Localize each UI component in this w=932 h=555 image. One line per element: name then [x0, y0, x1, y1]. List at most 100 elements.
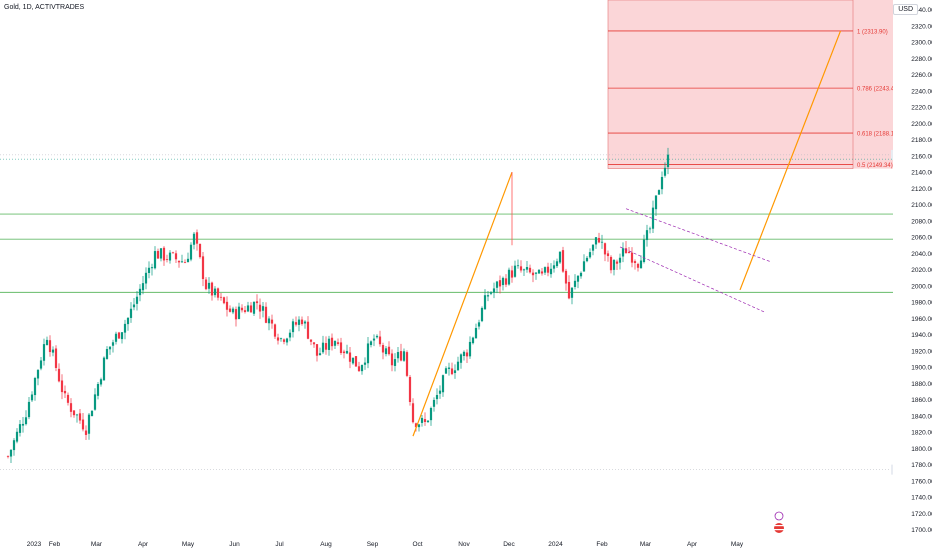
candle-body [318, 353, 322, 356]
y-tick-label: 1860.00 [911, 397, 932, 404]
candle-body [342, 351, 346, 354]
candle-body [27, 401, 31, 418]
candle-body [438, 390, 442, 394]
candle-body [546, 266, 550, 273]
horizontal-levels: High2161.302156.0509:26:012088.402057.47… [0, 149, 930, 475]
candle-body [375, 335, 379, 338]
candle-body [18, 424, 22, 433]
candle-body [426, 420, 430, 423]
time-axis: 2023 Feb Mar Apr May Jun Jul Aug Sep Oct Nov Dec 202… [0, 536, 893, 550]
candle-body [111, 342, 115, 346]
candle-body [165, 259, 169, 260]
candle-body [78, 413, 82, 421]
candle-body [348, 352, 352, 362]
candle-body [444, 368, 448, 374]
y-tick-label: 2200.00 [911, 121, 932, 128]
candle-body [504, 278, 508, 285]
candle-body [153, 251, 157, 269]
candle-body [309, 339, 313, 342]
y-tick-label: 2320.00 [911, 23, 932, 30]
candle-body [468, 341, 472, 357]
x-tick-label: 2024 [548, 541, 563, 548]
candle-body [54, 348, 58, 368]
candle-body [633, 261, 637, 264]
candle-body [57, 368, 61, 382]
y-tick-label: 2180.00 [911, 137, 932, 144]
candle-body [384, 348, 388, 355]
candle-body [666, 154, 670, 168]
candle-body [432, 399, 436, 407]
candle-body [663, 167, 667, 176]
x-tick-label: Feb [596, 541, 608, 548]
candle-body [69, 403, 73, 412]
candle-body [141, 283, 145, 291]
candle-body [372, 338, 376, 341]
candle-body [15, 431, 19, 442]
candle-body [357, 366, 361, 372]
candle-body [315, 344, 319, 356]
y-tick-label: 2120.00 [911, 186, 932, 193]
y-tick-label: 1840.00 [911, 413, 932, 420]
y-tick-label: 2000.00 [911, 283, 932, 290]
candle-body [393, 359, 397, 366]
candle-body [150, 267, 154, 269]
candle-body [609, 256, 613, 271]
fib-label: 0.618 (2188.18) [857, 132, 899, 138]
trend-line-up-1 [412, 171, 513, 437]
candle-body [12, 440, 16, 451]
candle-body [639, 260, 643, 269]
candle-body [75, 414, 79, 416]
candle-body [162, 247, 166, 261]
candle-body [570, 287, 574, 298]
candle-body [51, 349, 55, 353]
candle-body [285, 338, 289, 343]
x-tick-label: Oct [412, 541, 422, 548]
event-marker-icon[interactable] [774, 511, 784, 521]
candle-body [72, 410, 76, 416]
candle-body [246, 305, 250, 312]
candle-body [333, 340, 337, 346]
currency-button[interactable]: USD [893, 4, 918, 15]
trend-line-up-2 [739, 30, 842, 291]
candle-body [213, 288, 217, 296]
candle-body [636, 263, 640, 268]
candle-body [354, 356, 358, 367]
candle-body [123, 323, 127, 333]
x-tick-label: Jun [229, 541, 240, 548]
candle-body [450, 368, 454, 375]
candle-body [549, 268, 553, 275]
x-tick-label: May [182, 541, 195, 548]
y-tick-label: 1720.00 [911, 511, 932, 518]
candle-body [441, 375, 445, 393]
candle-body [477, 322, 481, 327]
candle-body [171, 252, 175, 254]
flag-stripe [774, 529, 784, 531]
y-tick-label: 1700.00 [911, 527, 932, 534]
y-tick-label: 1960.00 [911, 316, 932, 323]
candle-body [360, 364, 364, 372]
candle-body [396, 352, 400, 359]
x-tick-label: Mar [640, 541, 652, 548]
candle-body [168, 252, 172, 261]
candle-body [513, 265, 517, 277]
y-tick-label: 2020.00 [911, 267, 932, 274]
x-tick-label: Dec [503, 541, 515, 548]
candle-body [534, 272, 538, 274]
candle-body [39, 360, 43, 369]
candle-body [552, 265, 556, 269]
candle-body [489, 292, 493, 294]
event-markers [774, 511, 784, 533]
candle-body [174, 253, 178, 260]
flag-usa-icon[interactable] [774, 523, 784, 533]
x-tick-label: Apr [687, 541, 698, 548]
candle-body [96, 383, 100, 396]
candle-body [126, 317, 130, 325]
candle-body [9, 449, 13, 457]
y-tick-label: 2140.00 [911, 170, 932, 177]
candle-body [204, 279, 208, 290]
candle-body [48, 340, 52, 353]
candle-body [528, 267, 532, 273]
candle-body [486, 295, 490, 297]
candle-body [303, 321, 307, 324]
